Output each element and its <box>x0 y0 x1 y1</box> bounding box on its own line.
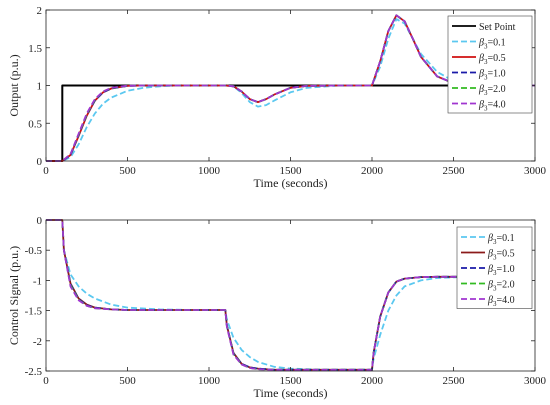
legend-label: β3=0.1 <box>478 38 506 51</box>
legend-item: β3=4.0 <box>461 295 515 308</box>
legend: Set Point β3=0.1 β3=0.5 β3=1.0 β3=2.0 β3=4.0 <box>447 15 533 114</box>
x-tick-label: 2000 <box>361 375 384 387</box>
x-tick-label: 1000 <box>198 165 221 177</box>
x-tick-label: 3000 <box>524 375 547 387</box>
x-tick-label: 500 <box>119 165 136 177</box>
y-tick-label: -1.5 <box>25 306 43 318</box>
legend-label: β3=2.0 <box>487 280 515 293</box>
legend-item: β3=2.0 <box>461 280 515 293</box>
y-tick-label: 1 <box>37 81 43 93</box>
x-tick-label: 2500 <box>443 165 466 177</box>
legend-box <box>447 15 533 114</box>
series-line <box>46 219 470 371</box>
legend-label: β3=2.0 <box>478 84 506 97</box>
legend: β3=0.1 β3=0.5 β3=1.0 β3=2.0 β3=4.0 <box>456 226 533 309</box>
x-tick-label: 3000 <box>524 165 547 177</box>
output-chart: 0 500 1000 1500 2000 2500 3000 0 0.5 1 1.5 2 Time (s… <box>7 5 547 190</box>
y-tick-label: -2.5 <box>25 366 43 378</box>
y-tick-label: -2 <box>33 336 42 348</box>
legend-item: β3=0.1 <box>461 233 515 246</box>
x-tick-label: 2500 <box>443 375 466 387</box>
x-axis-label: Time (seconds) <box>254 386 328 400</box>
legend-item: β3=0.1 <box>452 38 506 51</box>
x-tick-label: 1000 <box>198 375 221 387</box>
legend-label: β3=4.0 <box>487 295 515 308</box>
legend-label: β3=0.5 <box>478 53 506 66</box>
legend-label: β3=4.0 <box>478 100 506 113</box>
legend-item: β3=4.0 <box>452 100 506 113</box>
y-tick-label: 0 <box>37 156 43 168</box>
series-group <box>46 219 470 371</box>
legend-label: β3=1.0 <box>478 69 506 82</box>
legend-label: β3=0.1 <box>487 233 515 246</box>
y-axis-label: Output (p.u.) <box>7 54 21 116</box>
y-tick-label: 0 <box>37 215 43 227</box>
x-tick-label: 0 <box>43 375 49 387</box>
legend-item: β3=2.0 <box>452 84 506 97</box>
y-tick-label: 0.5 <box>28 118 42 130</box>
y-axis-label: Control Signal (p.u.) <box>7 246 21 345</box>
x-axis-label: Time (seconds) <box>254 176 328 190</box>
legend-item: Set Point <box>452 22 516 33</box>
x-tick-label: 0 <box>43 165 49 177</box>
y-tick-label: 1.5 <box>28 43 42 55</box>
x-tick-label: 1500 <box>280 165 303 177</box>
legend-label: Set Point <box>479 22 516 33</box>
legend-item: β3=0.5 <box>461 249 515 262</box>
legend-box <box>456 226 533 309</box>
legend-item: β3=1.0 <box>461 264 515 277</box>
legend-label: β3=1.0 <box>487 264 515 277</box>
legend-item: β3=0.5 <box>452 53 506 66</box>
control-signal-chart: 0 500 1000 1500 2000 2500 3000 0 -0.5 -1 -1.5 -2 -2.… <box>7 215 547 400</box>
y-tick-label: -1 <box>33 275 42 287</box>
x-tick-label: 500 <box>119 375 136 387</box>
x-tick-label: 1500 <box>280 375 303 387</box>
y-tick-label: -0.5 <box>25 245 43 257</box>
y-tick-label: 2 <box>37 5 43 17</box>
legend-label: β3=0.5 <box>487 249 515 262</box>
plot-area <box>46 220 535 371</box>
series-line <box>46 14 535 162</box>
series-line <box>46 219 470 371</box>
legend-item: β3=1.0 <box>452 69 506 82</box>
x-tick-label: 2000 <box>361 165 384 177</box>
